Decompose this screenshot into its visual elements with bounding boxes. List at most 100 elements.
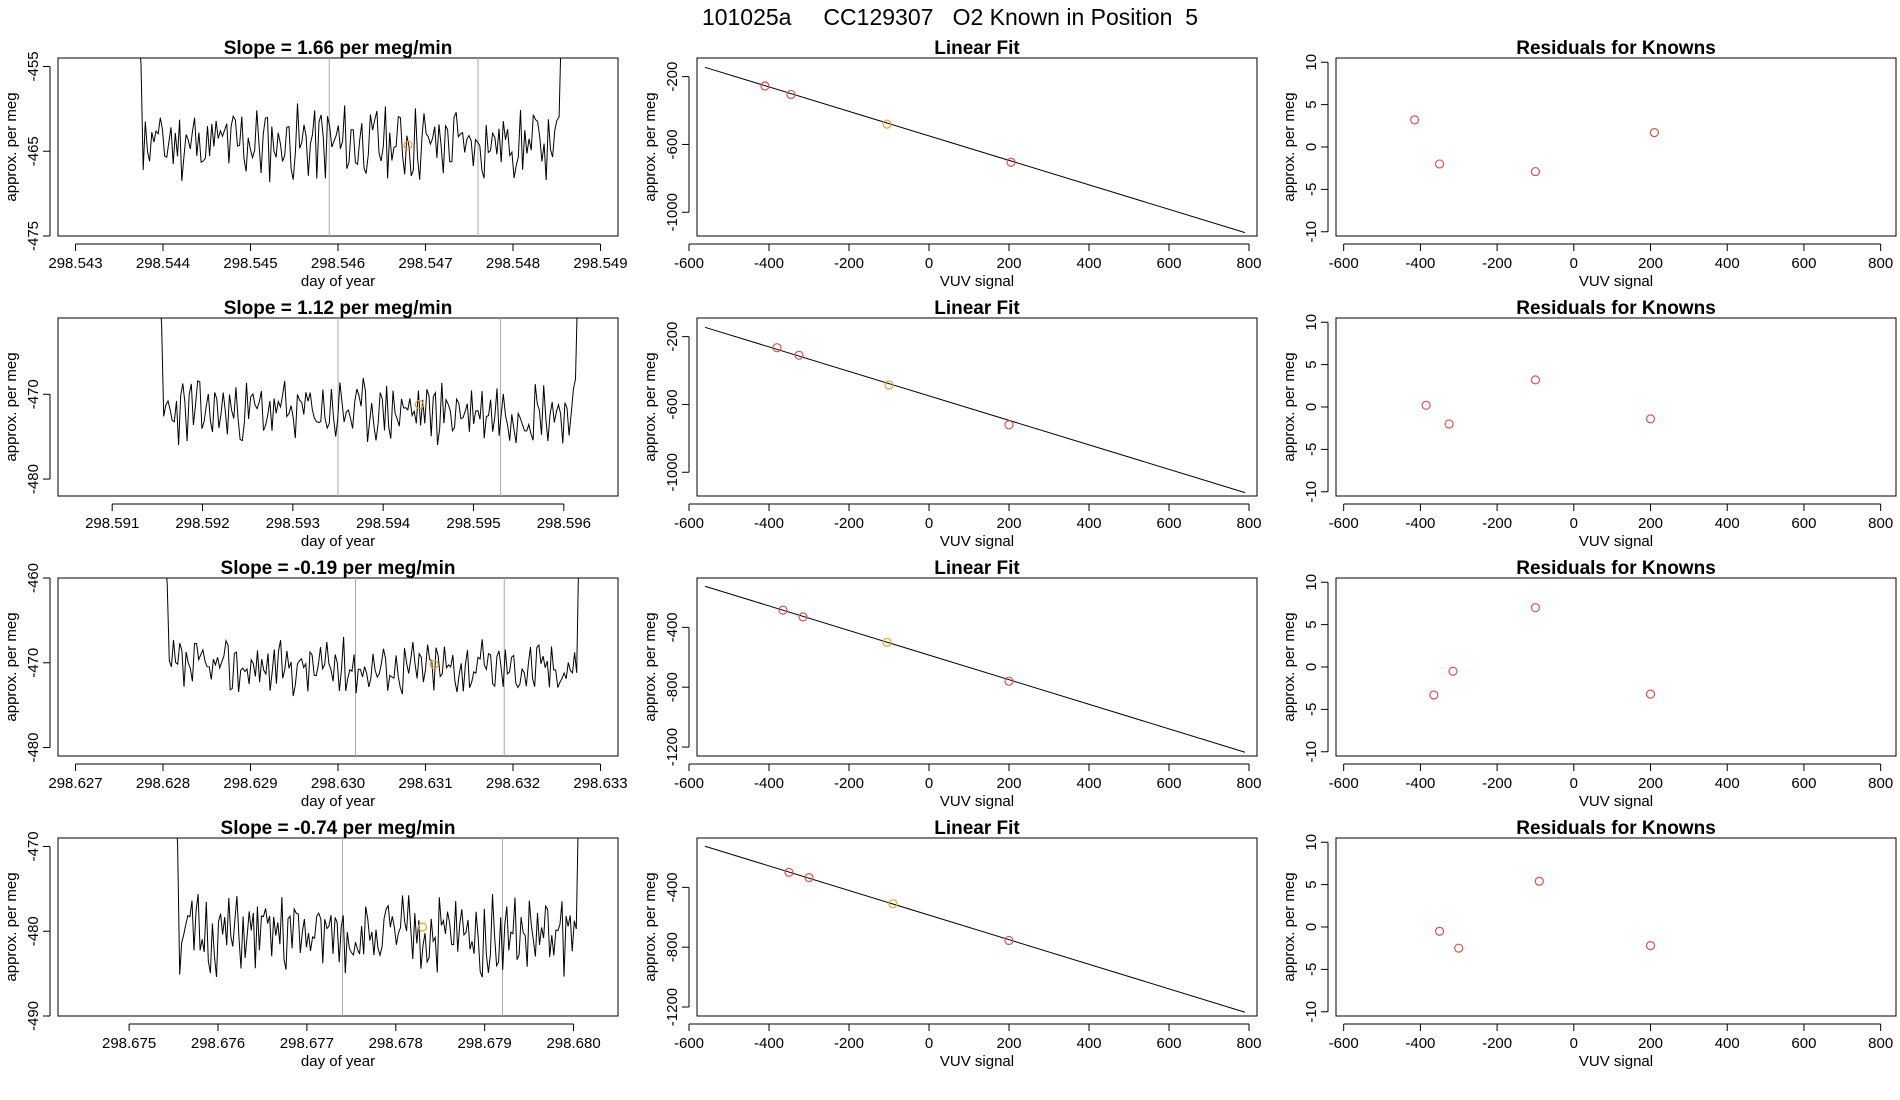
x-tick-label: 298.627 [48,775,102,792]
data-point [1410,115,1420,125]
y-tick-label: -200 [664,62,681,92]
x-tick-label: 800 [1236,775,1261,792]
x-tick-label: 600 [1156,515,1181,532]
x-tick-label: 800 [1868,775,1893,792]
data-point [1444,419,1454,429]
y-tick-label: 0 [1303,403,1320,411]
y-tick-label: -5 [1303,183,1320,196]
x-tick-label: -400 [754,255,784,272]
data-series-line [166,578,579,697]
x-tick-label: 298.544 [136,255,190,272]
plot-area [1434,876,1656,953]
plot-area [160,318,578,496]
x-tick-label: 200 [996,775,1021,792]
x-axis-label: VUV signal [1579,1053,1653,1070]
x-tick-label: 298.596 [537,515,591,532]
x-axis-label: VUV signal [940,533,1014,550]
data-point [786,89,796,100]
fit-line [704,66,1246,234]
fit-line [704,326,1246,494]
x-tick-label: 200 [1638,515,1663,532]
y-tick-label: 5 [1303,880,1320,888]
x-tick-label: 0 [1570,515,1578,532]
y-tick-label: -480 [25,916,42,946]
data-point [1530,603,1541,613]
data-point [794,350,804,360]
y-tick-label: 10 [1303,54,1320,71]
x-tick-label: 298.592 [175,515,229,532]
data-point [778,605,788,615]
plot-title: Linear Fit [934,298,1020,319]
data-series-line [176,838,579,978]
x-tick-label: 600 [1791,1035,1816,1052]
data-point [760,81,770,91]
plot-area [176,838,579,1016]
x-tick-label: 298.633 [573,775,627,792]
x-tick-label: -600 [1329,255,1359,272]
plot-timeseries-row4: Slope = -0.74 per meg/min 298.675 298.676 2… [3,818,619,1070]
x-tick-label: 600 [1791,775,1816,792]
plot-frame [696,317,1258,497]
x-tick-label: -200 [834,775,864,792]
x-tick-label: 400 [1715,255,1740,272]
data-point [1649,127,1659,138]
x-axis-label: VUV signal [1579,533,1653,550]
y-tick-label: -455 [25,51,42,81]
x-tick-label: 600 [1156,775,1181,792]
data-point [882,119,892,129]
data-point [1434,159,1445,169]
y-axis-label: approx. per meg [642,92,659,201]
x-tick-label: 298.591 [85,515,139,532]
x-tick-label: 200 [996,515,1021,532]
x-tick-label: 0 [1570,255,1578,272]
plot-frame [57,837,619,1017]
x-tick-label: 0 [1570,1035,1578,1052]
y-axis-label: approx. per meg [642,352,659,461]
data-point [784,867,794,878]
y-tick-label: 5 [1303,100,1320,108]
y-tick-label: -460 [25,563,42,593]
plot-title: Residuals for Knowns [1516,558,1716,579]
plot-frame [696,837,1258,1017]
plot-residuals-row3: Residuals for Knowns -600 -400 -200 0 200 400 6… [1281,558,1897,810]
data-point [772,343,782,353]
x-tick-label: -200 [1482,1035,1512,1052]
plot-fit-row1: Linear Fit -600 -400 -200 0 200 400 600 800 VUV s… [642,38,1262,290]
x-tick-label: -600 [674,255,704,272]
x-tick-label: -200 [1482,775,1512,792]
plot-title: Linear Fit [934,38,1020,59]
x-tick-label: 298.543 [48,255,102,272]
data-point [798,612,808,622]
x-tick-label: -600 [1329,1035,1359,1052]
x-tick-label: 200 [996,255,1021,272]
x-tick-label: -400 [1405,775,1435,792]
y-tick-label: 10 [1303,834,1320,851]
plot-fit-row3: Linear Fit -600 -400 -200 0 200 400 600 800 VUV s… [642,558,1262,810]
plot-frame [57,577,619,757]
x-tick-label: 0 [925,1035,933,1052]
x-axis-label: day of year [301,1053,375,1070]
y-tick-label: -600 [664,129,681,159]
plot-title: Slope = 1.66 per meg/min [224,38,453,59]
data-point [1534,876,1544,886]
y-tick-label: -5 [1303,703,1320,716]
y-tick-label: -1200 [664,988,681,1026]
data-point [804,873,814,883]
x-tick-label: -600 [1329,515,1359,532]
x-tick-label: 0 [925,255,933,272]
x-tick-label: -400 [754,775,784,792]
x-axis-label: VUV signal [1579,273,1653,290]
data-point [884,380,894,390]
figure-title: 101025a CC129307 O2 Known in Position 5 [701,4,1199,30]
y-tick-label: -470 [25,831,42,861]
plot-title: Slope = 1.12 per meg/min [224,298,453,319]
x-tick-label: 298.677 [280,1035,334,1052]
x-tick-label: -400 [1405,255,1435,272]
x-tick-label: 600 [1791,515,1816,532]
plot-title: Linear Fit [934,818,1020,839]
y-tick-label: 0 [1303,923,1320,931]
data-point [882,637,892,647]
x-tick-label: -600 [674,1035,704,1052]
x-tick-label: -200 [1482,255,1512,272]
x-tick-label: 298.675 [102,1035,156,1052]
